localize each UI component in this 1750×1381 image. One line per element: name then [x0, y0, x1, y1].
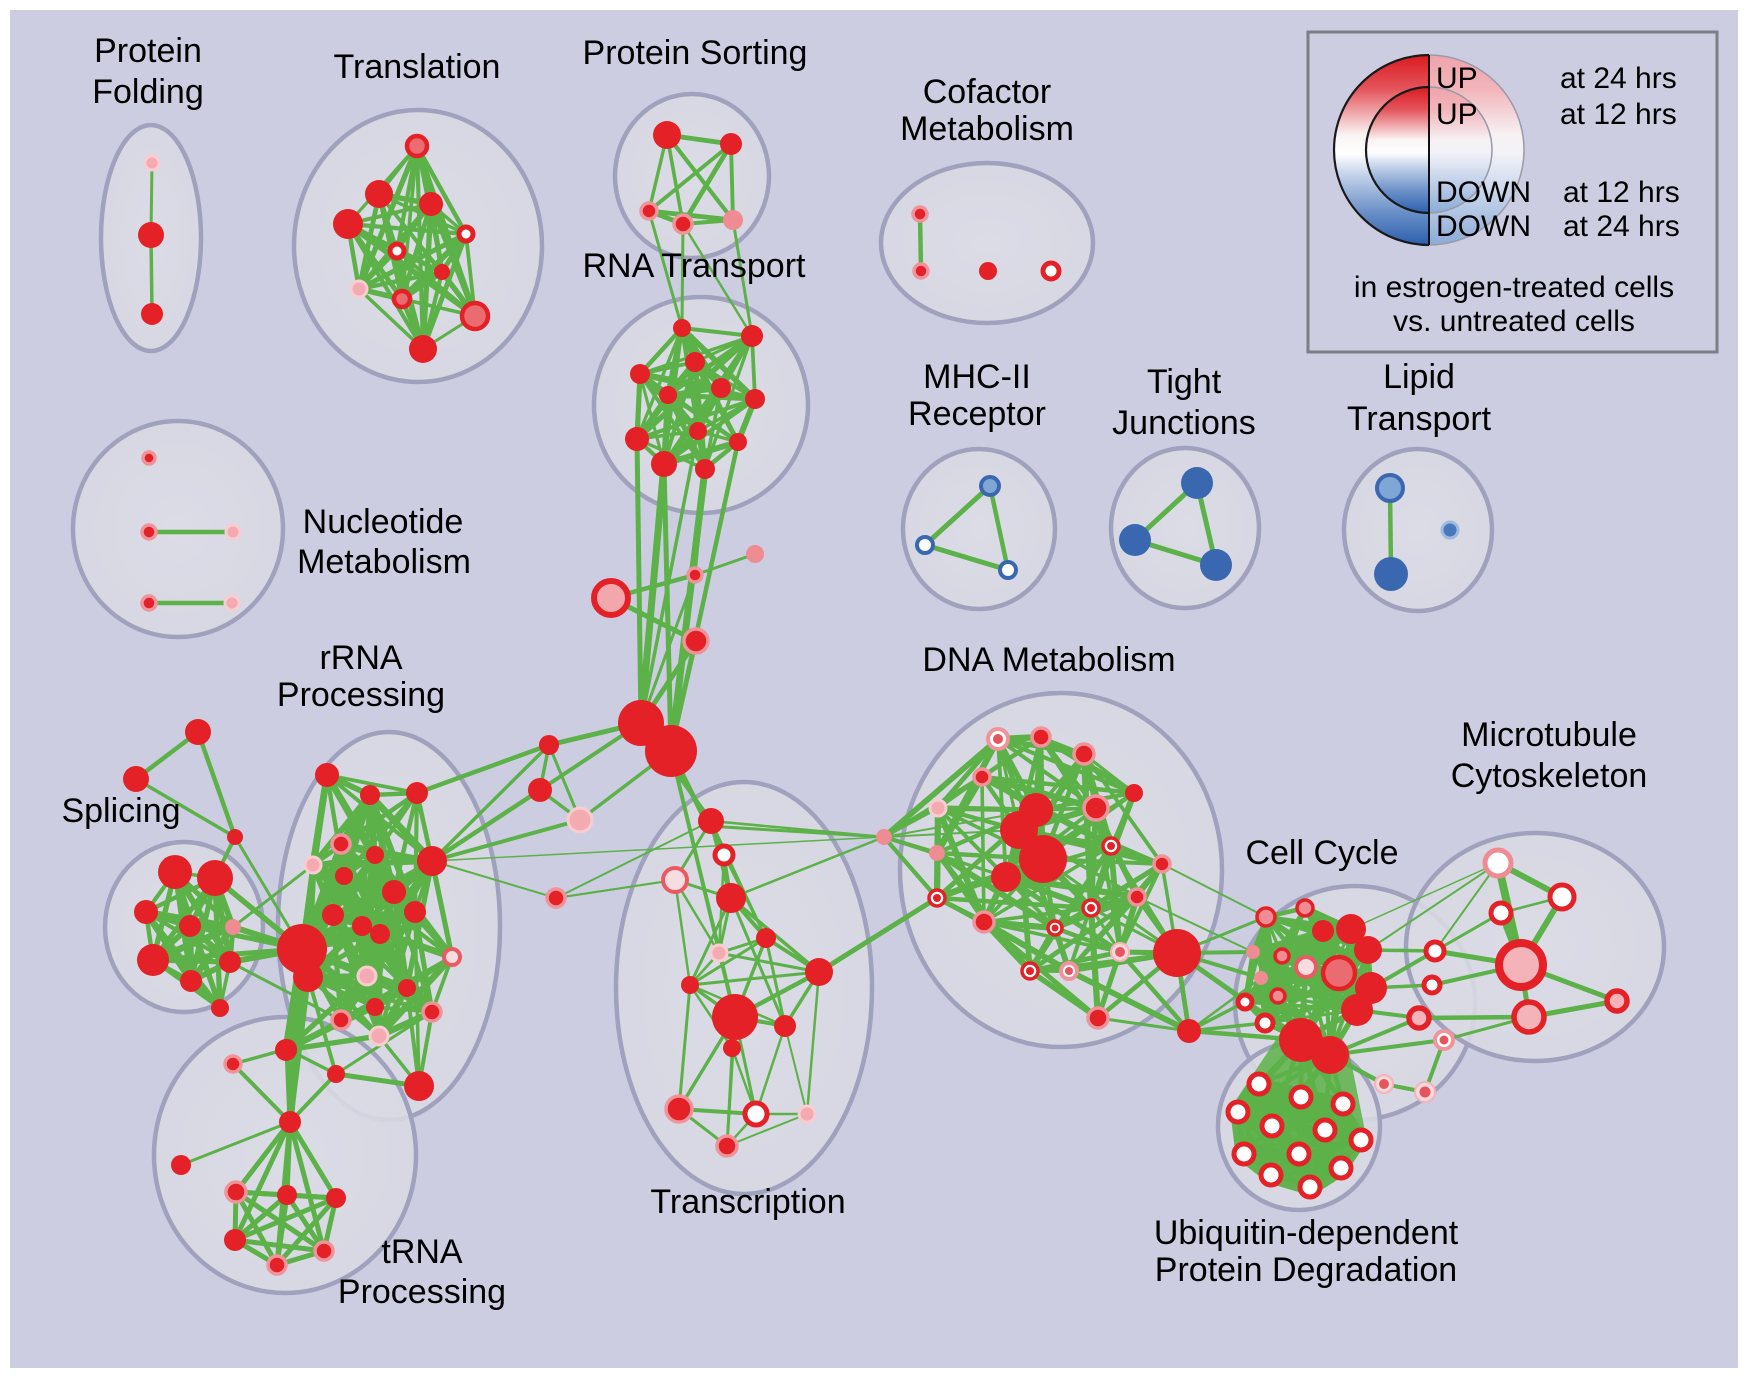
svg-text:DOWN: DOWN — [1436, 210, 1531, 243]
svg-text:Folding: Folding — [92, 73, 204, 111]
svg-text:Transcription: Transcription — [650, 1183, 845, 1221]
svg-text:Protein Sorting: Protein Sorting — [583, 34, 808, 72]
svg-text:Nucleotide: Nucleotide — [303, 503, 464, 541]
svg-text:Translation: Translation — [334, 48, 501, 86]
svg-text:DOWN: DOWN — [1436, 176, 1531, 209]
svg-text:Lipid: Lipid — [1383, 358, 1455, 396]
svg-text:UP: UP — [1436, 62, 1478, 95]
svg-text:Cofactor: Cofactor — [923, 73, 1052, 111]
svg-text:rRNA: rRNA — [319, 639, 402, 677]
svg-text:Tight: Tight — [1147, 363, 1222, 401]
svg-text:at 24 hrs: at 24 hrs — [1560, 62, 1677, 95]
svg-text:in estrogen-treated cells: in estrogen-treated cells — [1354, 271, 1674, 304]
svg-text:vs. untreated cells: vs. untreated cells — [1393, 305, 1635, 338]
svg-text:tRNA: tRNA — [381, 1233, 463, 1271]
svg-text:at 12 hrs: at 12 hrs — [1563, 176, 1680, 209]
svg-text:Protein Degradation: Protein Degradation — [1155, 1251, 1457, 1289]
svg-text:Receptor: Receptor — [908, 395, 1046, 433]
svg-text:Transport: Transport — [1347, 400, 1492, 438]
svg-text:RNA Transport: RNA Transport — [583, 247, 807, 285]
svg-text:Metabolism: Metabolism — [900, 110, 1074, 148]
svg-text:Junctions: Junctions — [1112, 404, 1256, 442]
svg-text:Cytoskeleton: Cytoskeleton — [1451, 757, 1648, 795]
svg-text:Metabolism: Metabolism — [297, 543, 471, 581]
svg-text:Ubiquitin-dependent: Ubiquitin-dependent — [1154, 1214, 1459, 1252]
svg-text:UP: UP — [1436, 98, 1478, 131]
svg-text:DNA Metabolism: DNA Metabolism — [922, 641, 1175, 679]
svg-text:Splicing: Splicing — [61, 792, 180, 830]
svg-text:at 12 hrs: at 12 hrs — [1560, 98, 1677, 131]
svg-text:Processing: Processing — [338, 1273, 506, 1311]
svg-text:Protein: Protein — [94, 32, 202, 70]
svg-text:Microtubule: Microtubule — [1461, 716, 1637, 754]
svg-text:Processing: Processing — [277, 676, 445, 714]
svg-text:at 24 hrs: at 24 hrs — [1563, 210, 1680, 243]
svg-text:MHC-II: MHC-II — [923, 358, 1031, 396]
svg-text:Cell Cycle: Cell Cycle — [1245, 834, 1398, 872]
